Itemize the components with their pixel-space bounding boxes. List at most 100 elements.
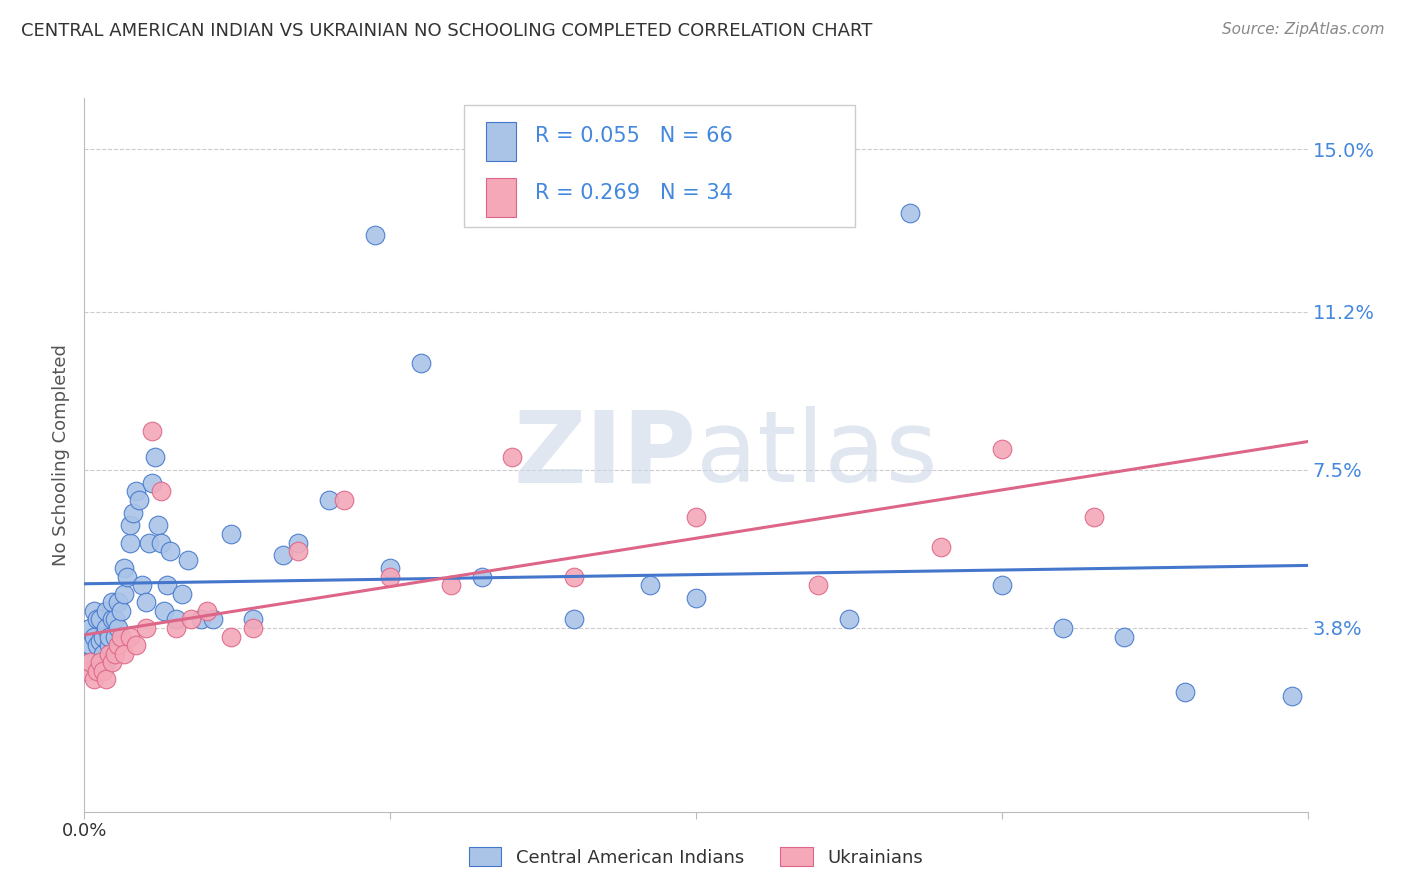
Text: R = 0.269   N = 34: R = 0.269 N = 34 — [534, 183, 733, 202]
Point — [107, 621, 129, 635]
Point — [135, 621, 157, 635]
Y-axis label: No Schooling Completed: No Schooling Completed — [52, 344, 70, 566]
Point — [287, 535, 309, 549]
Point — [156, 578, 179, 592]
Point — [97, 647, 120, 661]
Text: Source: ZipAtlas.com: Source: ZipAtlas.com — [1222, 22, 1385, 37]
Point — [502, 450, 524, 464]
Point — [86, 638, 108, 652]
Point — [94, 672, 117, 686]
Point — [318, 492, 340, 507]
Point — [125, 638, 148, 652]
Point — [101, 612, 124, 626]
Point — [440, 578, 463, 592]
Point — [91, 630, 114, 644]
Point — [242, 612, 264, 626]
Point — [107, 638, 129, 652]
Text: ZIP: ZIP — [513, 407, 696, 503]
Point — [807, 578, 830, 592]
Point — [94, 621, 117, 635]
Point — [153, 604, 176, 618]
Point — [115, 570, 138, 584]
Point — [104, 630, 127, 644]
Point — [1281, 690, 1303, 704]
Point — [104, 647, 127, 661]
Point — [287, 544, 309, 558]
Point — [125, 484, 148, 499]
Point — [991, 578, 1014, 592]
Text: 0.0%: 0.0% — [62, 822, 107, 840]
Point — [101, 655, 124, 669]
Point — [165, 621, 187, 635]
Point — [120, 535, 142, 549]
Point — [131, 578, 153, 592]
Point — [685, 591, 707, 605]
Point — [128, 492, 150, 507]
Point — [86, 664, 108, 678]
Point — [180, 612, 202, 626]
Point — [94, 655, 117, 669]
Point — [146, 518, 169, 533]
Point — [177, 552, 200, 566]
Point — [120, 518, 142, 533]
Point — [91, 664, 114, 678]
Point — [110, 604, 132, 618]
Point — [79, 655, 101, 669]
Text: R = 0.055   N = 66: R = 0.055 N = 66 — [534, 126, 733, 145]
Point — [143, 450, 166, 464]
Point — [380, 570, 402, 584]
Text: CENTRAL AMERICAN INDIAN VS UKRAINIAN NO SCHOOLING COMPLETED CORRELATION CHART: CENTRAL AMERICAN INDIAN VS UKRAINIAN NO … — [21, 22, 873, 40]
FancyBboxPatch shape — [464, 105, 855, 227]
Point — [110, 630, 132, 644]
Point — [149, 535, 172, 549]
Point — [79, 638, 101, 652]
Point — [409, 356, 432, 370]
Point — [1052, 621, 1074, 635]
Point — [380, 561, 402, 575]
Point — [122, 506, 145, 520]
Point — [271, 549, 294, 563]
Point — [89, 633, 111, 648]
Point — [86, 612, 108, 626]
Point — [141, 475, 163, 490]
Point — [101, 595, 124, 609]
Point — [76, 655, 98, 669]
Point — [138, 535, 160, 549]
Point — [172, 587, 194, 601]
Point — [638, 578, 661, 592]
Point — [83, 630, 105, 644]
Point — [165, 612, 187, 626]
Point — [195, 604, 218, 618]
Point — [898, 206, 921, 220]
Point — [1114, 630, 1136, 644]
Point — [929, 540, 952, 554]
Point — [219, 527, 242, 541]
Point — [149, 484, 172, 499]
Legend: Central American Indians, Ukrainians: Central American Indians, Ukrainians — [461, 840, 931, 874]
Point — [471, 570, 494, 584]
Point — [562, 570, 585, 584]
Point — [219, 630, 242, 644]
Point — [685, 509, 707, 524]
Point — [562, 612, 585, 626]
Point — [97, 630, 120, 644]
Point — [94, 604, 117, 618]
Point — [107, 595, 129, 609]
Point — [159, 544, 181, 558]
Point — [1174, 685, 1197, 699]
Point — [838, 612, 860, 626]
Point — [112, 647, 135, 661]
Point — [1083, 509, 1105, 524]
Text: atlas: atlas — [696, 407, 938, 503]
Point — [97, 638, 120, 652]
Point — [112, 561, 135, 575]
FancyBboxPatch shape — [485, 122, 516, 161]
Point — [190, 612, 212, 626]
FancyBboxPatch shape — [485, 178, 516, 217]
Point — [89, 655, 111, 669]
Point — [991, 442, 1014, 456]
Point — [104, 612, 127, 626]
Point — [135, 595, 157, 609]
Point — [120, 630, 142, 644]
Point — [83, 672, 105, 686]
